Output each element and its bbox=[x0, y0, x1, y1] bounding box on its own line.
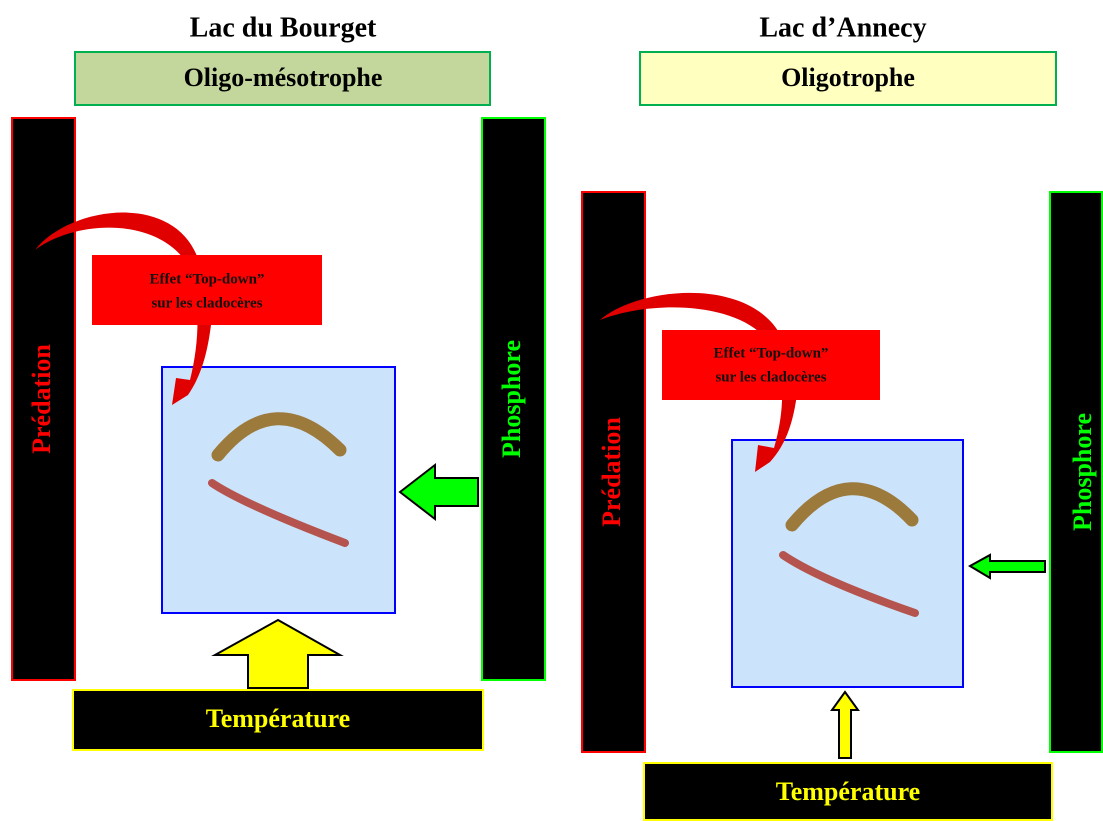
predation-label: Prédation bbox=[27, 344, 56, 454]
status-box bbox=[74, 51, 491, 106]
phosphore-arrow bbox=[967, 553, 1046, 580]
zooplankton-box bbox=[731, 439, 964, 688]
larva-red bbox=[779, 551, 919, 617]
temperature-label: Température bbox=[776, 777, 920, 806]
panel-title: Lac d’Annecy bbox=[759, 12, 926, 43]
phosphore-arrow bbox=[398, 462, 479, 522]
status-box bbox=[639, 51, 1057, 106]
temperature-bar bbox=[643, 762, 1053, 821]
predation-label: Prédation bbox=[597, 417, 626, 527]
temperature-arrow bbox=[830, 690, 860, 759]
temperature-bar bbox=[72, 689, 484, 751]
callout-line: sur les cladocères bbox=[151, 295, 262, 311]
larva-brown bbox=[211, 412, 347, 462]
callout-box bbox=[92, 255, 322, 325]
phosphore-bar bbox=[1049, 191, 1103, 753]
status-label: Oligotrophe bbox=[781, 63, 915, 92]
temperature-label: Température bbox=[206, 704, 350, 733]
phosphore-bar bbox=[481, 117, 546, 681]
predation-bar bbox=[581, 191, 646, 753]
curved-arrow bbox=[600, 292, 800, 472]
larva-brown bbox=[785, 482, 919, 532]
zooplankton-box bbox=[161, 366, 396, 614]
callout-line: Effet “Top-down” bbox=[714, 345, 829, 361]
phosphore-label: Phosphore bbox=[497, 340, 526, 458]
panel-bourget: Lac du Bourget Oligo-mésotrophe Prédatio… bbox=[11, 12, 546, 751]
predation-bar bbox=[11, 117, 76, 681]
temperature-arrow bbox=[211, 618, 344, 689]
status-label: Oligo-mésotrophe bbox=[184, 63, 383, 92]
callout-box bbox=[662, 330, 880, 400]
callout-line: Effet “Top-down” bbox=[150, 271, 265, 287]
larva-red bbox=[208, 479, 349, 547]
panel-annecy: Lac d’Annecy Oligotrophe Prédation Phosp… bbox=[581, 12, 1103, 821]
callout-line: sur les cladocères bbox=[715, 369, 826, 385]
phosphore-label: Phosphore bbox=[1068, 413, 1097, 531]
panel-title: Lac du Bourget bbox=[190, 12, 377, 43]
